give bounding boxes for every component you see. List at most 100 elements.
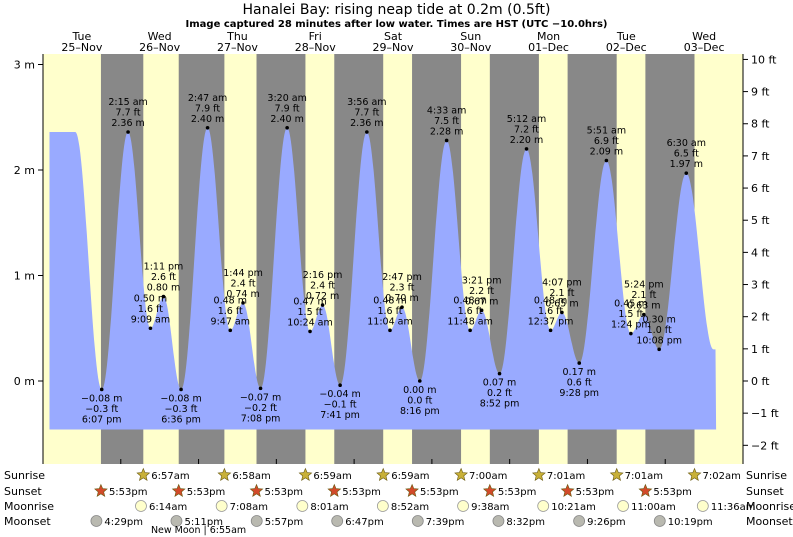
tide-label: 6.5 ft [674, 149, 699, 160]
y-tick-label-m: 0 m [14, 375, 35, 388]
y-tick-label-ft: 0 ft [751, 375, 770, 388]
sunrise-time: 7:01am [547, 471, 585, 482]
tide-label: 3:56 am [347, 97, 386, 108]
tide-label: 7.9 ft [275, 103, 300, 114]
tide-point [548, 328, 553, 333]
tide-label: 5:12 am [507, 114, 546, 125]
day-label-date: 01–Dec [528, 41, 569, 54]
tide-point [629, 331, 633, 336]
astro-row-label-right: Moonrise [746, 500, 793, 513]
day-label-dow: Sat [384, 30, 403, 43]
sunset-icon [94, 483, 108, 497]
moonrise-icon [696, 500, 709, 512]
astro-row-label-left: Moonset [4, 515, 51, 528]
moonset-time: 4:29pm [104, 517, 143, 528]
tide-point [604, 158, 609, 163]
tide-label: 1:11 pm [144, 262, 184, 273]
moonrise-icon [135, 500, 147, 512]
tide-label: 7.7 ft [116, 108, 141, 119]
tide-label: 2:16 pm [303, 270, 343, 281]
tide-label: 2.4 ft [310, 281, 335, 292]
day-label-date: 29–Nov [373, 41, 414, 54]
sunrise-icon [454, 467, 468, 481]
y-tick-label-m: 3 m [14, 59, 35, 72]
sunrise-icon [217, 467, 232, 481]
tide-label: 11:48 am [447, 316, 492, 327]
tide-point [148, 326, 153, 331]
moonrise-icon [537, 500, 550, 512]
day-label-date: 02–Dec [606, 41, 647, 54]
day-label-dow: Wed [148, 30, 172, 43]
tide-point [338, 383, 342, 388]
tide-label: 0.48 m [214, 295, 247, 306]
sunset-icon [638, 483, 653, 497]
day-label-dow: Fri [309, 30, 322, 43]
tide-point [205, 126, 210, 130]
tide-label: 9:28 pm [559, 388, 599, 399]
moonset-time: 7:39pm [426, 517, 465, 528]
tide-label: 7.2 ft [514, 124, 539, 135]
tide-point [468, 328, 472, 333]
tide-label: 1.5 ft [298, 307, 323, 318]
moonrise-time: 8:52am [391, 502, 429, 513]
tide-label: 8:16 pm [400, 406, 440, 417]
moonset-time: 5:11pm [184, 517, 223, 528]
y-tick-label-ft: 7 ft [751, 150, 770, 163]
tide-label: 0.63 m [627, 301, 660, 312]
tide-point [497, 371, 502, 376]
moonset-icon [653, 515, 666, 527]
day-label-date: 26–Nov [139, 41, 180, 54]
sunset-time: 5:53pm [109, 487, 148, 498]
tide-label: 0.50 m [134, 293, 167, 304]
tide-label: 4:07 pm [542, 277, 582, 288]
tide-label: 5:24 pm [624, 280, 664, 291]
y-tick-label-ft: −2 ft [751, 439, 779, 452]
day-label-dow: Thu [226, 30, 248, 43]
astro-row-label-left: Sunset [4, 485, 42, 498]
tide-label: 6:36 pm [161, 414, 201, 425]
tide-point [524, 147, 529, 151]
tide-label: −0.08 m [81, 393, 122, 404]
tide-label: 1.6 ft [458, 306, 483, 317]
y-tick-label-ft: 8 ft [751, 118, 770, 131]
day-label-date: 25–Nov [61, 41, 102, 54]
sunrise-time: 7:02am [702, 471, 740, 482]
tide-point [444, 138, 449, 143]
moonrise-time: 6:14am [149, 502, 187, 513]
sunrise-icon [298, 467, 313, 481]
tide-point [684, 171, 689, 175]
tide-label: 10:24 am [287, 317, 332, 328]
moonrise-time: 11:00am [631, 502, 676, 513]
tide-label: −0.07 m [240, 392, 281, 403]
moonrise-icon [296, 500, 309, 512]
tide-point [320, 303, 325, 307]
tide-point [479, 308, 484, 313]
astro-row-label-left: Moonrise [4, 500, 54, 513]
y-tick-label-ft: −1 ft [751, 407, 779, 420]
y-tick-label-ft: 2 ft [751, 311, 770, 324]
moonrise-icon [457, 500, 469, 512]
sunrise-time: 7:00am [469, 471, 507, 482]
tide-label: 9:47 am [211, 316, 250, 327]
tide-label: 2.40 m [191, 114, 224, 125]
moonrise-time: 11:36am [711, 502, 756, 513]
tide-label: 11:04 am [367, 316, 412, 327]
tide-label: 1.6 ft [377, 306, 402, 317]
sunset-time: 5:53pm [576, 487, 615, 498]
moonset-time: 5:57pm [265, 517, 304, 528]
chart-subtitle: Image captured 28 minutes after low wate… [185, 19, 608, 30]
moonrise-time: 8:01am [310, 502, 348, 513]
day-label-dow: Mon [537, 30, 560, 43]
tide-point [228, 328, 233, 333]
tide-point [258, 386, 263, 391]
tide-label: 0.48 m [534, 295, 567, 306]
moonrise-time: 10:21am [551, 502, 596, 513]
tide-label: 7:41 pm [320, 410, 360, 421]
moonrise-icon [215, 500, 228, 512]
tide-label: −0.2 ft [244, 403, 277, 414]
tide-label: 2:47 pm [382, 272, 422, 283]
tide-label: 0.48 m [373, 295, 406, 306]
tide-point [418, 379, 422, 383]
day-label-date: 30–Nov [450, 41, 491, 54]
